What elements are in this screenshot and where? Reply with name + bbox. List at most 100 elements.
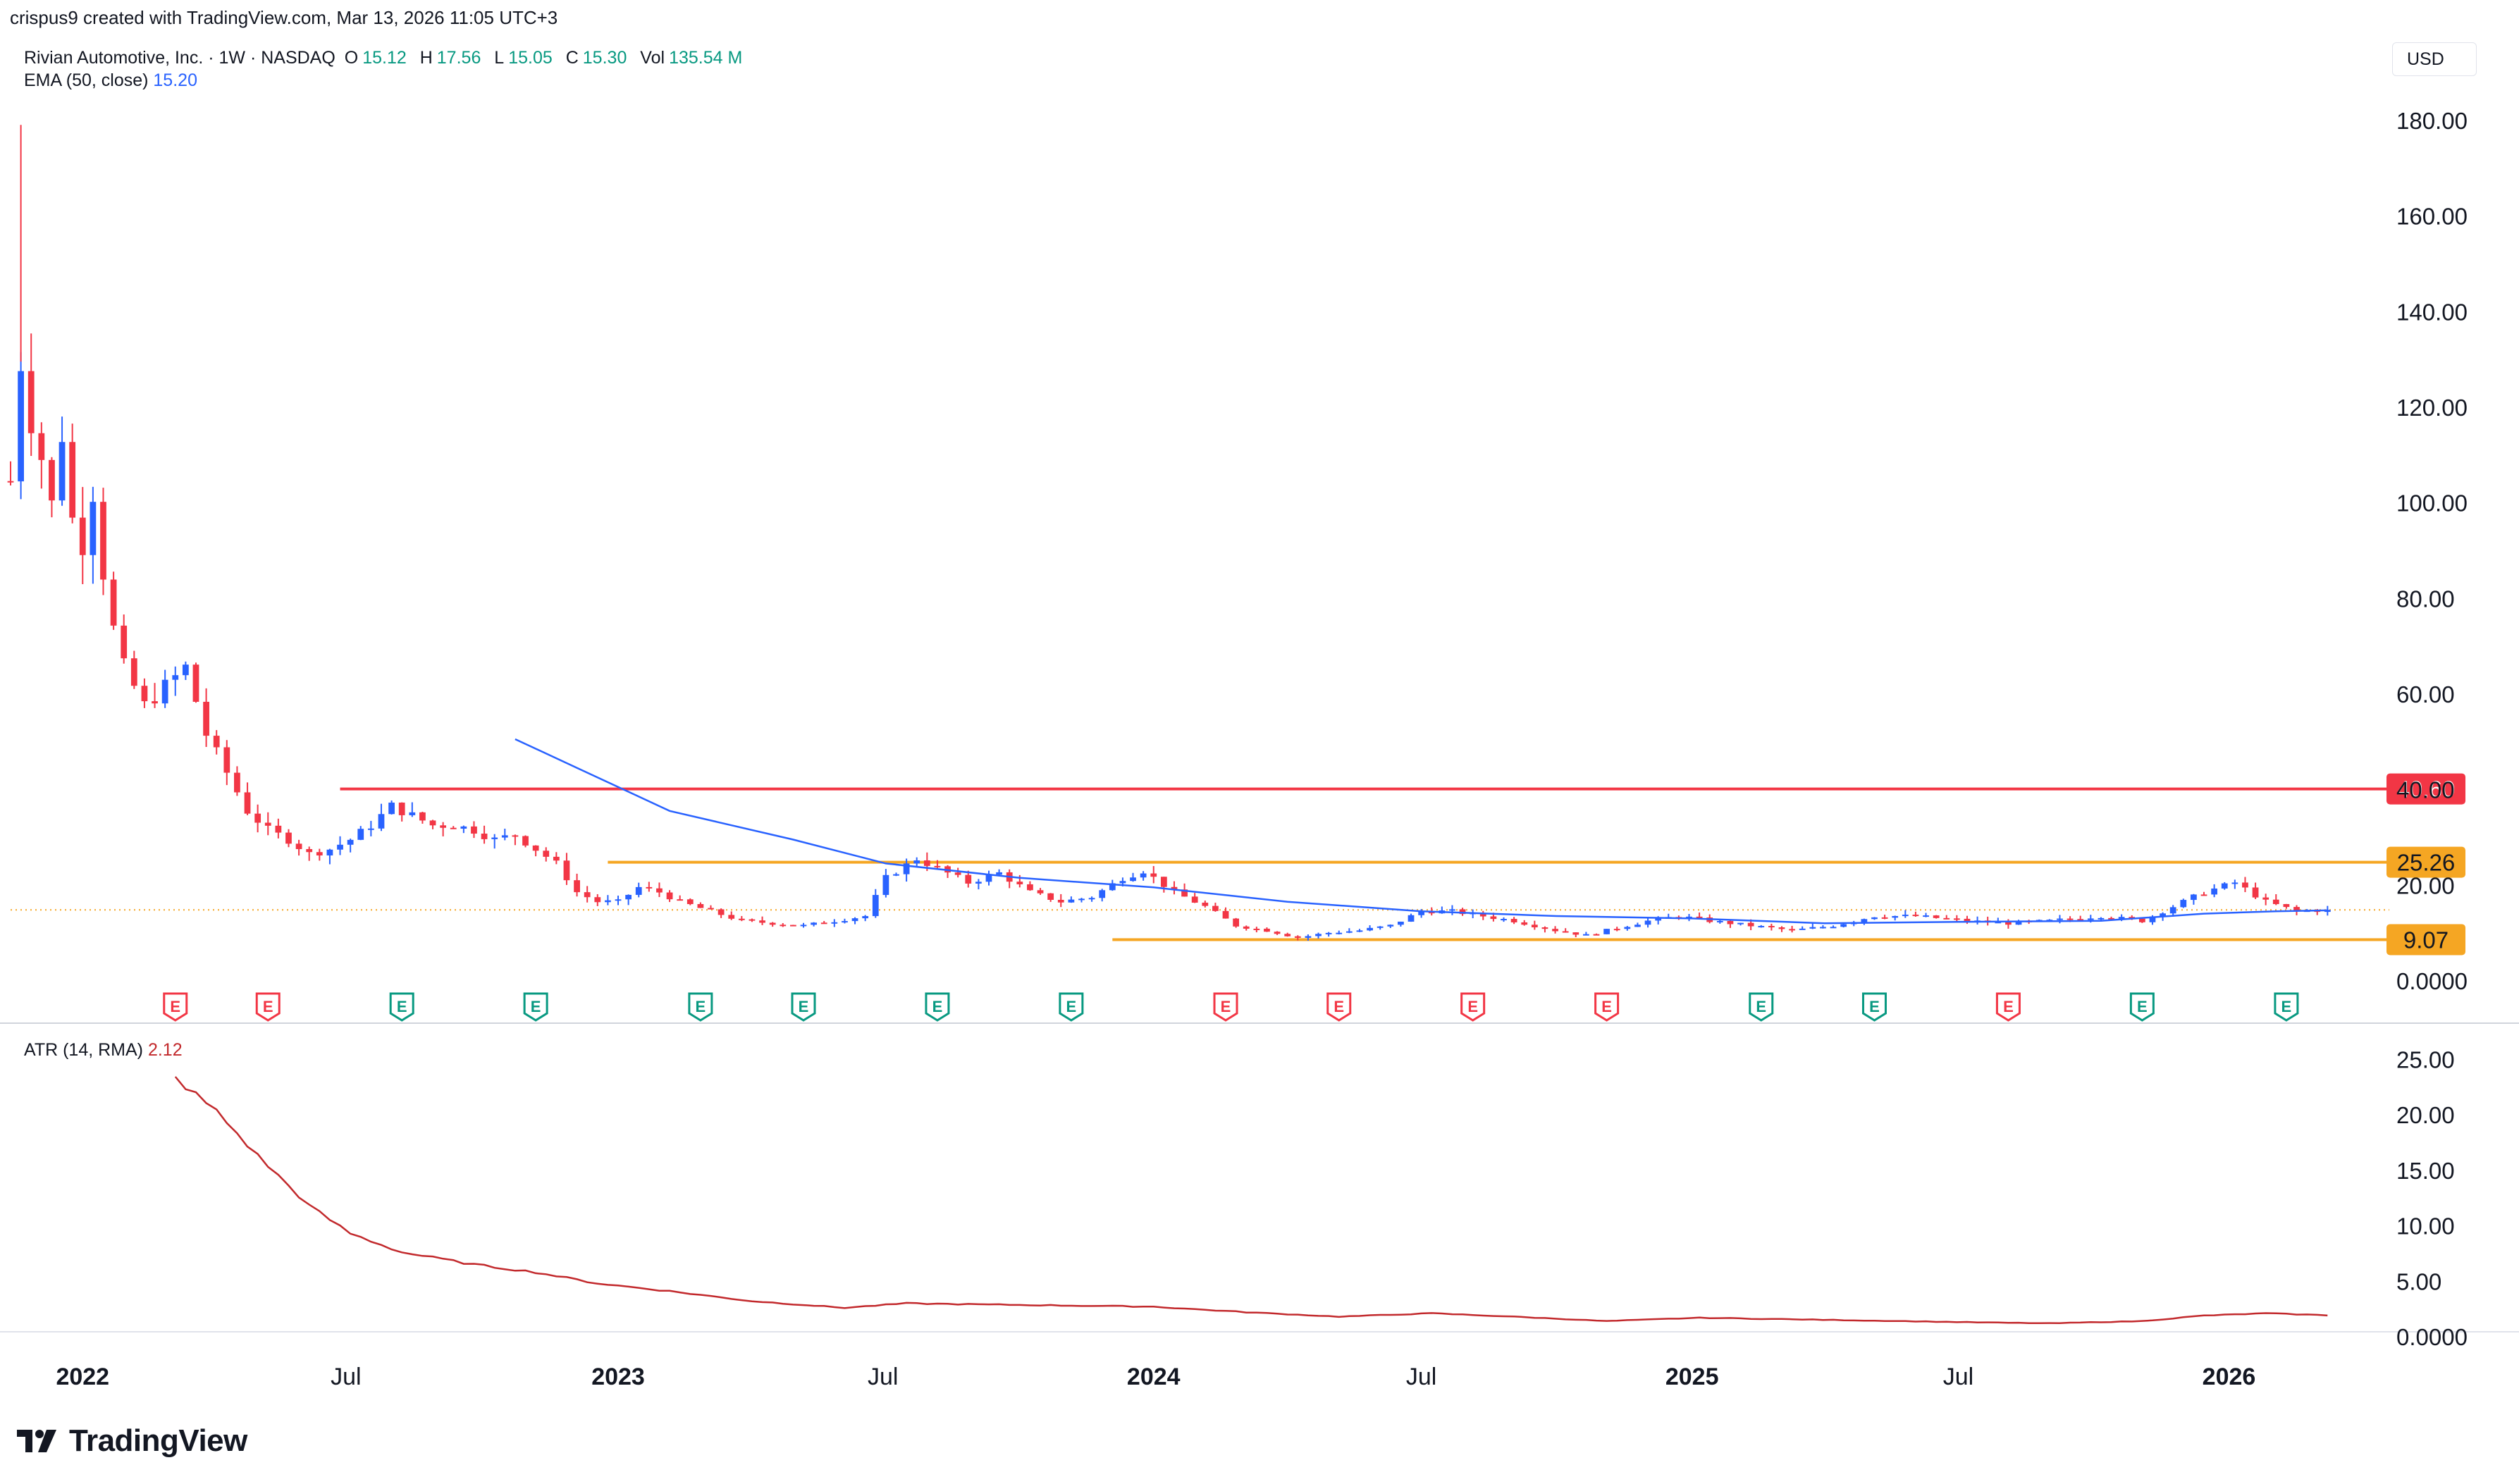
horizontal-level-label: 9.07 xyxy=(2403,927,2449,953)
tradingview-logo[interactable]: TradingView xyxy=(17,1423,247,1459)
candle-body xyxy=(1222,910,1229,919)
candle-body xyxy=(893,874,899,876)
candle-body xyxy=(491,837,498,839)
earnings-marker-label: E xyxy=(2137,998,2148,1015)
candle-body xyxy=(1521,922,1528,925)
earnings-marker xyxy=(163,992,188,1022)
candle-body xyxy=(501,835,508,838)
candle-body xyxy=(1820,927,1826,929)
candle-body xyxy=(100,502,106,580)
candle-body xyxy=(244,792,251,814)
candle-body xyxy=(1037,890,1044,894)
candle-body xyxy=(1119,881,1126,884)
candle-body xyxy=(842,921,848,923)
earnings-marker xyxy=(1059,992,1084,1022)
price-axis-tick: 20.00 xyxy=(2396,872,2455,898)
candle-body xyxy=(831,922,838,924)
candle-body xyxy=(2211,888,2218,895)
atr-axis-tick: 0.0000 xyxy=(2396,1324,2468,1350)
axis-layer: 180.00 160.00 140.00 120.00 100.00 80.00 60.00… xyxy=(56,108,2467,1390)
price-axis-tick: 40.00 xyxy=(2396,777,2455,803)
candle-body xyxy=(738,918,745,920)
candle-body xyxy=(2118,917,2125,919)
ema-legend[interactable]: EMA (50, close) 15.20 xyxy=(24,70,197,91)
candle-body xyxy=(326,849,333,855)
candle-body xyxy=(409,812,416,815)
candle-body xyxy=(2005,922,2012,925)
candle-body xyxy=(594,897,601,903)
candle-body xyxy=(1057,899,1064,903)
candle-body xyxy=(1305,936,1312,938)
candle-body xyxy=(996,872,1002,875)
atr-value: 2.12 xyxy=(147,1040,183,1060)
candle-body xyxy=(913,860,920,864)
candle-body xyxy=(1727,920,1734,925)
candle-body xyxy=(440,825,447,828)
candle-body xyxy=(2252,887,2259,898)
candle-body xyxy=(1995,922,2002,924)
open-label: O xyxy=(344,48,359,68)
time-axis-tick: 2023 xyxy=(591,1364,645,1390)
candle-body xyxy=(708,908,714,910)
candle-body xyxy=(90,502,97,555)
time-axis-tick: 2025 xyxy=(1665,1364,1719,1390)
candle-body xyxy=(1655,917,1662,921)
candle-body xyxy=(1387,925,1394,927)
volume-label: Vol xyxy=(640,48,665,68)
candle-body xyxy=(419,812,426,821)
candle-body xyxy=(152,701,158,704)
candle-body xyxy=(49,459,55,501)
earnings-marker-label: E xyxy=(1334,998,1344,1015)
candle-body xyxy=(1696,916,1703,918)
candle-body xyxy=(1356,930,1363,932)
candle-body xyxy=(2077,919,2084,921)
candle-body xyxy=(471,826,477,834)
candle-body xyxy=(1367,927,1373,931)
candle-body xyxy=(1376,926,1384,928)
price-axis-tick: 0.0000 xyxy=(2396,968,2468,994)
candle-body xyxy=(605,900,611,903)
candle-body xyxy=(686,899,694,905)
candle-body xyxy=(1212,905,1219,911)
currency-button[interactable]: USD xyxy=(2392,42,2477,76)
candle-body xyxy=(213,736,220,748)
candle-body xyxy=(2200,894,2207,896)
candle-body xyxy=(2015,920,2022,925)
ohlc-volume: Vol 135.54 M xyxy=(640,48,746,68)
time-axis-tick: Jul xyxy=(331,1364,361,1390)
candle-body xyxy=(450,827,457,829)
candle-body xyxy=(1274,932,1281,934)
candle-body xyxy=(1902,915,1909,917)
candle-body xyxy=(295,843,302,849)
candle-body xyxy=(1716,920,1723,922)
candle-body xyxy=(1871,917,1878,920)
horizontal-level-badge xyxy=(2386,924,2465,956)
candle-body xyxy=(316,852,323,855)
horizontal-level-label: 25.26 xyxy=(2397,850,2456,876)
candle-body xyxy=(1027,884,1033,891)
candle-body xyxy=(1572,932,1579,935)
atr-legend[interactable]: ATR (14, RMA) 2.12 xyxy=(24,1040,183,1061)
ema-value: 15.20 xyxy=(153,70,197,90)
candle-body xyxy=(1253,928,1260,930)
candle-body xyxy=(357,829,364,840)
earnings-marker-label: E xyxy=(932,998,943,1015)
candle-body xyxy=(285,832,292,844)
price-axis-tick: 140.00 xyxy=(2396,299,2468,325)
price-axis-tick: 120.00 xyxy=(2396,395,2468,421)
candle-body xyxy=(2262,897,2269,900)
candle-body xyxy=(347,839,354,845)
candle-body xyxy=(759,920,765,923)
candle-body xyxy=(872,895,879,917)
candle-body xyxy=(172,675,179,680)
candle-body xyxy=(1315,934,1322,936)
candle-body xyxy=(553,856,560,861)
atr-line xyxy=(174,1076,2328,1324)
candle-body xyxy=(574,880,580,893)
candle-body xyxy=(2138,918,2145,922)
candle-body xyxy=(1068,899,1075,903)
earnings-marker xyxy=(1326,992,1352,1022)
candle-body xyxy=(811,922,817,925)
